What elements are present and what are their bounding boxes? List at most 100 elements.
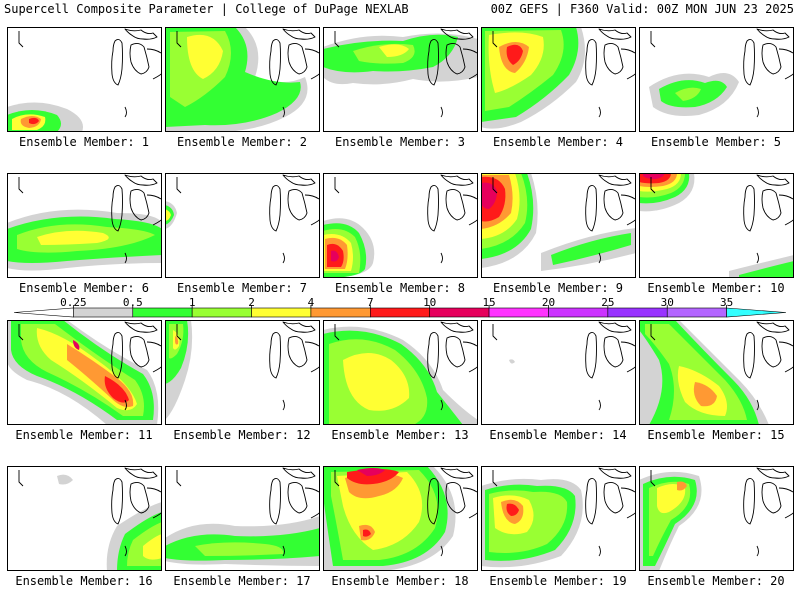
ensemble-member-label: Ensemble Member: 19 bbox=[489, 574, 627, 588]
map-frame bbox=[639, 320, 794, 425]
ensemble-member-label: Ensemble Member: 15 bbox=[647, 428, 785, 442]
scp-shading bbox=[481, 27, 585, 129]
map-frame bbox=[323, 320, 478, 425]
scp-shading bbox=[7, 320, 159, 425]
scp-contour-green bbox=[551, 233, 631, 265]
ensemble-member-map bbox=[323, 466, 478, 571]
ensemble-member-map bbox=[481, 173, 636, 278]
ensemble-member-map bbox=[639, 320, 794, 425]
colorbar-tick-label: 30 bbox=[660, 296, 674, 309]
scp-shading bbox=[165, 320, 193, 420]
scp-shading bbox=[165, 201, 177, 229]
scp-contour-orange bbox=[693, 382, 717, 407]
page-title: Supercell Composite Parameter | College … bbox=[4, 2, 409, 16]
map-frame bbox=[7, 27, 162, 132]
map-background bbox=[165, 173, 320, 278]
scp-contour-red bbox=[29, 117, 39, 125]
ensemble-member-map bbox=[323, 173, 478, 278]
ensemble-member-map bbox=[7, 466, 162, 571]
ensemble-member-map bbox=[7, 173, 162, 278]
colorbar-segment bbox=[726, 307, 787, 318]
ensemble-member-map bbox=[481, 27, 636, 132]
scp-contour-crimson bbox=[73, 340, 80, 350]
colorbar-tick-label: 15 bbox=[482, 296, 496, 309]
scp-contour-yellow bbox=[187, 34, 223, 79]
ensemble-member-label: Ensemble Member: 10 bbox=[647, 281, 785, 295]
colorbar-tick-label: 25 bbox=[601, 296, 615, 309]
map-frame bbox=[481, 27, 636, 132]
colorbar-tick-label: 0.5 bbox=[122, 296, 143, 309]
ensemble-member-map bbox=[481, 466, 636, 571]
ensemble-member-map bbox=[165, 27, 320, 132]
colorbar-segment bbox=[13, 307, 74, 318]
map-frame bbox=[481, 173, 636, 278]
map-frame bbox=[165, 466, 320, 571]
map-frame bbox=[165, 320, 320, 425]
colorbar-segment bbox=[607, 307, 668, 318]
colorbar-segment bbox=[310, 307, 371, 318]
map-frame bbox=[639, 173, 794, 278]
map-frame bbox=[481, 320, 636, 425]
map-frame bbox=[639, 466, 794, 571]
ensemble-member-label: Ensemble Member: 8 bbox=[334, 281, 466, 295]
ensemble-member-label: Ensemble Member: 3 bbox=[334, 135, 466, 149]
scp-shading bbox=[323, 466, 456, 571]
ensemble-member-label: Ensemble Member: 14 bbox=[489, 428, 627, 442]
colorbar-segment bbox=[132, 307, 193, 318]
scp-contour-red bbox=[363, 529, 371, 537]
scp-shading bbox=[481, 478, 583, 568]
scp-contour-red bbox=[347, 469, 399, 485]
colorbar-segment bbox=[73, 307, 134, 318]
map-frame bbox=[639, 27, 794, 132]
scp-contour-grey bbox=[509, 359, 515, 364]
scp-shading bbox=[323, 218, 375, 278]
ensemble-member-label: Ensemble Member: 16 bbox=[15, 574, 153, 588]
scp-contour-yellow bbox=[379, 44, 409, 57]
colorbar-segment bbox=[488, 307, 549, 318]
scp-shading bbox=[639, 471, 702, 571]
colorbar-segment bbox=[370, 307, 430, 318]
colorbar-segment bbox=[548, 307, 609, 318]
scp-contour-crimson bbox=[643, 173, 665, 179]
scp-shading bbox=[649, 73, 739, 116]
scp-shading bbox=[323, 33, 478, 85]
scp-shading bbox=[481, 173, 636, 271]
ensemble-member-label: Ensemble Member: 6 bbox=[18, 281, 150, 295]
colorbar-tick-label: 1 bbox=[188, 296, 196, 309]
map-frame bbox=[323, 466, 478, 571]
colorbar-segment bbox=[191, 307, 252, 318]
ensemble-member-map bbox=[481, 320, 636, 425]
scp-contour-red bbox=[104, 376, 129, 403]
ensemble-member-map bbox=[639, 27, 794, 132]
color-scale-legend bbox=[13, 305, 787, 318]
ensemble-member-label: Ensemble Member: 7 bbox=[176, 281, 308, 295]
colorbar-tick-label: 20 bbox=[541, 296, 556, 309]
colorbar-tick-label: 35 bbox=[719, 296, 734, 309]
model-run-valid-time: 00Z GEFS | F360 Valid: 00Z MON JUN 23 20… bbox=[490, 2, 794, 16]
ensemble-member-label: Ensemble Member: 18 bbox=[331, 574, 469, 588]
scp-contour-yellow bbox=[165, 209, 171, 221]
ensemble-member-label: Ensemble Member: 2 bbox=[176, 135, 308, 149]
map-frame bbox=[165, 173, 320, 278]
ensemble-member-label: Ensemble Member: 1 bbox=[18, 135, 150, 149]
ensemble-member-label: Ensemble Member: 9 bbox=[492, 281, 624, 295]
ensemble-member-label: Ensemble Member: 17 bbox=[173, 574, 311, 588]
scp-contour-red bbox=[506, 503, 519, 516]
colorbar-tick-label: 0.25 bbox=[60, 296, 87, 309]
colorbar-tick-label: 10 bbox=[423, 296, 437, 309]
colorbar-tick-label: 7 bbox=[366, 296, 374, 309]
scp-contour-crimson bbox=[357, 468, 385, 476]
scp-shading bbox=[7, 209, 162, 271]
map-background bbox=[481, 320, 636, 425]
ensemble-member-label: Ensemble Member: 12 bbox=[173, 428, 311, 442]
map-frame bbox=[7, 466, 162, 571]
map-frame bbox=[481, 466, 636, 571]
ensemble-member-map bbox=[165, 466, 320, 571]
ensemble-member-map bbox=[639, 466, 794, 571]
map-frame bbox=[323, 173, 478, 278]
map-frame bbox=[323, 27, 478, 132]
scp-shading bbox=[7, 102, 83, 132]
scp-contour-grey bbox=[57, 474, 73, 485]
ensemble-member-label: Ensemble Member: 13 bbox=[331, 428, 469, 442]
colorbar-tick-label: 2 bbox=[248, 296, 255, 309]
